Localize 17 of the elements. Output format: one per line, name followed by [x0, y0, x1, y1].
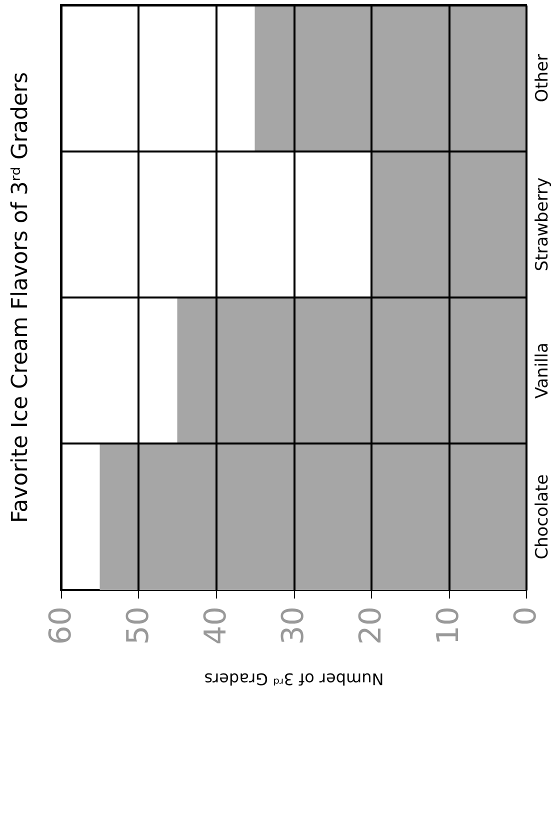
x-tick-label: 60 — [44, 606, 78, 645]
x-tick-label: 0 — [508, 606, 544, 626]
x-tick-label: 20 — [354, 606, 388, 645]
x-tick-label: 30 — [276, 606, 311, 645]
x-tick-label: 40 — [198, 606, 234, 645]
y-tick-label: Vanilla — [532, 342, 552, 399]
bar — [254, 5, 526, 152]
x-axis-title: Number of 3ʳᵈ Graders — [204, 670, 384, 689]
bar — [371, 151, 526, 298]
bar — [177, 298, 526, 444]
y-tick-label: Other — [532, 54, 552, 102]
y-tick-label: Strawberry — [532, 177, 552, 272]
x-tick-label: 10 — [431, 606, 466, 645]
bar — [100, 444, 526, 590]
x-tick-label: 50 — [121, 606, 156, 645]
text: Favorite Ice Cream Flavors of 3ʳᵈ Graders — [8, 72, 33, 523]
y-tick-label: Chocolate — [532, 474, 552, 560]
